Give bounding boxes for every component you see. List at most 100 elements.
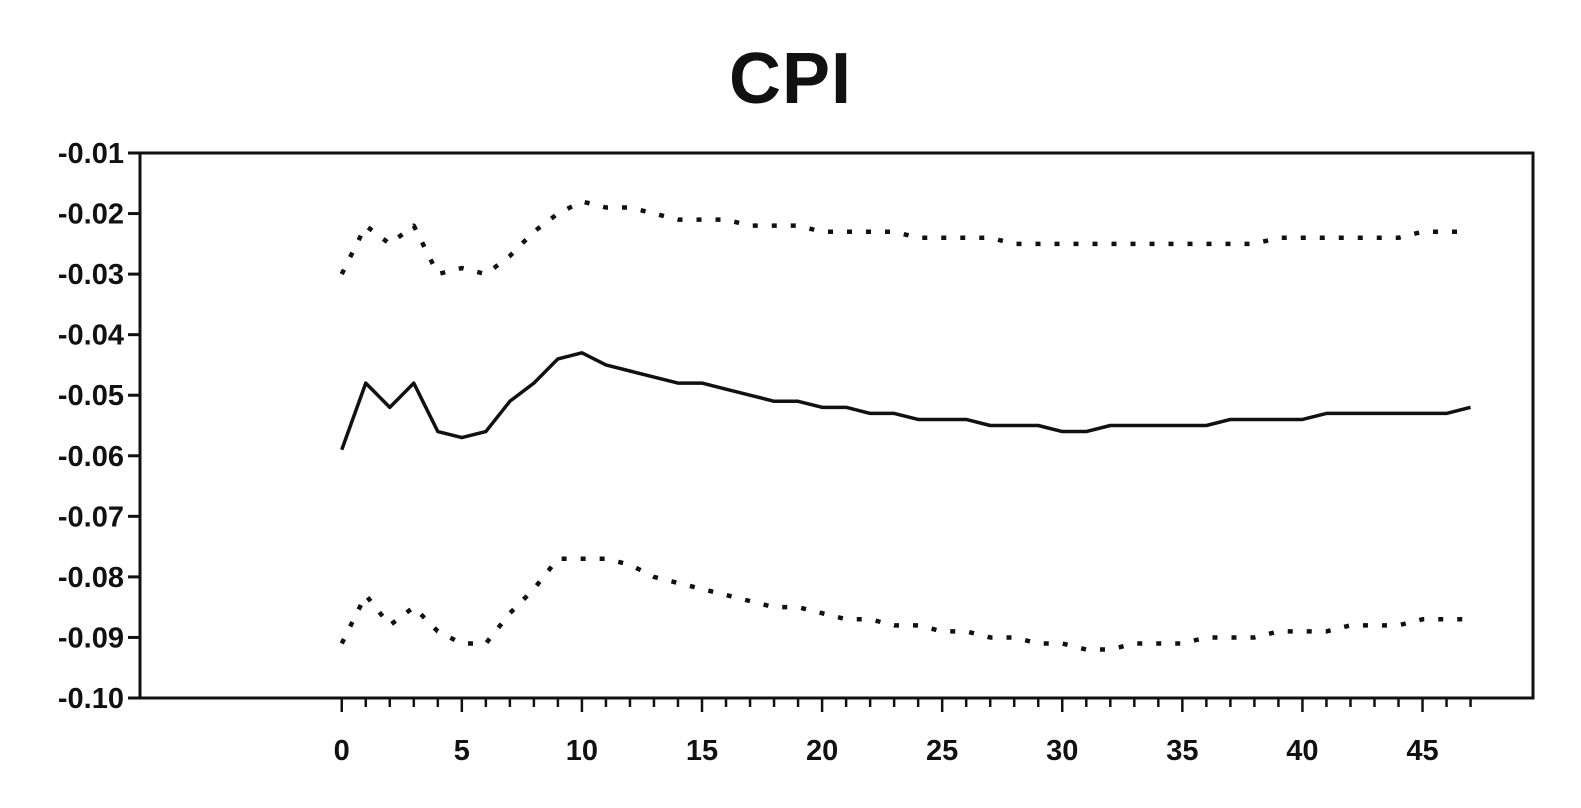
data-point [1061, 243, 1063, 245]
data-point [965, 630, 967, 632]
data-point [701, 218, 703, 220]
data-point [653, 212, 655, 214]
y-tick-label: -0.04 [58, 320, 124, 352]
data-point [1037, 243, 1039, 245]
data-point [677, 582, 679, 584]
data-point [461, 642, 463, 644]
data-point [413, 606, 415, 608]
data-point [869, 412, 871, 414]
data-point [1469, 406, 1471, 408]
data-point [1181, 424, 1183, 426]
y-tick-label: -0.07 [58, 501, 124, 533]
data-point [1181, 642, 1183, 644]
data-point [1445, 231, 1447, 233]
data-point [1181, 243, 1183, 245]
data-point [509, 400, 511, 402]
data-point [389, 406, 391, 408]
data-point [605, 206, 607, 208]
y-tick-label: -0.03 [58, 259, 124, 291]
data-point [1229, 418, 1231, 420]
data-point [989, 636, 991, 638]
data-point [1277, 418, 1279, 420]
data-point [557, 558, 559, 560]
data-point [821, 406, 823, 408]
data-point [1349, 624, 1351, 626]
data-point [845, 406, 847, 408]
data-point [413, 382, 415, 384]
data-point [1061, 642, 1063, 644]
data-point [725, 594, 727, 596]
data-point [1349, 412, 1351, 414]
data-point [341, 642, 343, 644]
data-point [1325, 237, 1327, 239]
data-point [1301, 418, 1303, 420]
data-point [893, 412, 895, 414]
series-1 [340, 351, 1471, 451]
data-point [437, 430, 439, 432]
data-point [1133, 424, 1135, 426]
data-point [965, 418, 967, 420]
data-point [701, 382, 703, 384]
data-point [629, 564, 631, 566]
data-point [1013, 636, 1015, 638]
data-point [653, 376, 655, 378]
data-point [1373, 412, 1375, 414]
data-point [485, 430, 487, 432]
data-point [1085, 648, 1087, 650]
data-point [773, 224, 775, 226]
data-point [1037, 424, 1039, 426]
x-axis: 0 5 10 15 20 25 30 35 40 45 [334, 698, 1472, 767]
data-point [821, 612, 823, 614]
data-point [533, 588, 535, 590]
series-line-dotted [339, 199, 1471, 277]
data-point [341, 449, 343, 451]
data-point [1013, 424, 1015, 426]
data-point [1205, 636, 1207, 638]
data-point [845, 231, 847, 233]
x-tick-label: 10 [566, 735, 598, 767]
data-point [653, 576, 655, 578]
data-point [1445, 412, 1447, 414]
data-point [557, 358, 559, 360]
data-point [869, 618, 871, 620]
y-tick-label: -0.08 [58, 562, 124, 594]
data-point [485, 642, 487, 644]
data-point [389, 243, 391, 245]
data-point [1325, 412, 1327, 414]
data-point [1373, 237, 1375, 239]
data-point [605, 364, 607, 366]
data-point [1253, 418, 1255, 420]
data-point [1109, 424, 1111, 426]
plot-frame [138, 151, 1535, 700]
data-point [437, 630, 439, 632]
data-point [629, 370, 631, 372]
data-point [845, 618, 847, 620]
data-point [917, 237, 919, 239]
data-point [461, 267, 463, 269]
x-tick-label: 25 [926, 735, 958, 767]
data-point [1013, 243, 1015, 245]
series-2 [339, 556, 1471, 652]
data-point [365, 382, 367, 384]
data-point [749, 600, 751, 602]
data-point [1205, 424, 1207, 426]
data-point [1421, 231, 1423, 233]
data-point [557, 212, 559, 214]
data-point [1397, 412, 1399, 414]
y-tick-label: -0.09 [58, 622, 124, 654]
data-point [1301, 630, 1303, 632]
data-point [989, 424, 991, 426]
series-line-dotted [339, 556, 1471, 652]
series-0 [339, 199, 1471, 277]
data-point [413, 224, 415, 226]
x-tick-label: 0 [334, 735, 350, 767]
data-point [773, 606, 775, 608]
y-tick-label: -0.02 [58, 199, 124, 231]
data-point [725, 388, 727, 390]
data-point [581, 200, 583, 202]
data-point [1085, 430, 1087, 432]
data-point [581, 558, 583, 560]
data-point [389, 624, 391, 626]
data-point [1421, 618, 1423, 620]
data-point [1061, 430, 1063, 432]
